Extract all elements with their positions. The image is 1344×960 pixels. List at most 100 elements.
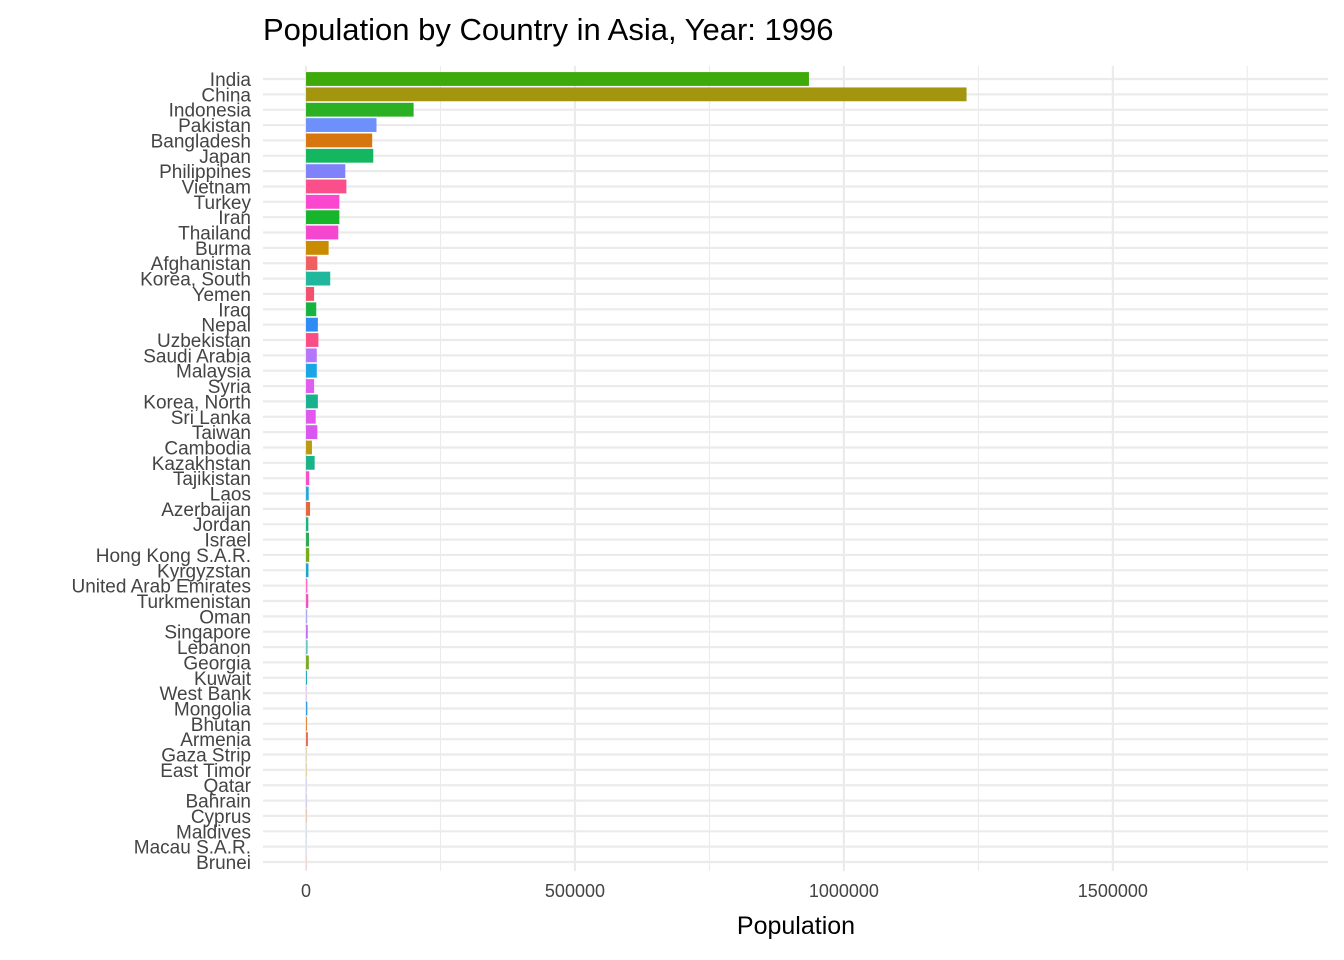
bar [306, 501, 311, 516]
x-tick-labels: 0 500000 1000000 1500000 [301, 881, 1148, 901]
bar [306, 732, 308, 747]
category-label: Sri Lanka [171, 408, 252, 429]
bar [306, 348, 317, 363]
bar [306, 317, 318, 332]
x-tick-label: 1500000 [1078, 881, 1148, 901]
bar [306, 256, 318, 271]
bar [306, 839, 307, 854]
category-label: Cyprus [191, 807, 251, 828]
category-label: Iran [218, 208, 251, 229]
bar [306, 194, 340, 209]
category-label: Malaysia [176, 362, 251, 383]
bar [306, 640, 308, 654]
category-label: Philippines [159, 162, 251, 183]
category-label: Lebanon [177, 638, 251, 659]
category-label: Kazakhstan [152, 454, 251, 475]
category-label: Uzbekistan [157, 331, 251, 352]
bar [306, 686, 307, 701]
bar [306, 747, 307, 762]
bar [306, 133, 373, 148]
category-label: Laos [210, 485, 251, 506]
bar [306, 333, 319, 347]
category-label: Cambodia [164, 438, 251, 459]
category-label: Kyrgyzstan [157, 561, 251, 582]
bar [306, 655, 309, 670]
bar [306, 548, 310, 562]
category-label: Mongolia [174, 699, 252, 720]
category-label: Georgia [183, 653, 251, 674]
category-label: Brunei [196, 853, 251, 874]
category-label: Korea, South [140, 270, 251, 291]
bar [306, 609, 308, 624]
category-label: Syria [208, 377, 252, 398]
bar [306, 118, 377, 132]
bar [306, 409, 316, 424]
grid-lines [263, 66, 1328, 871]
bar [306, 102, 414, 117]
bar [306, 72, 809, 86]
bar [306, 532, 309, 547]
bar [306, 394, 318, 409]
bar [306, 793, 307, 808]
bar [306, 486, 309, 501]
category-label: West Bank [159, 684, 251, 705]
category-label: China [201, 85, 251, 106]
category-label: Azerbaijan [161, 500, 251, 521]
category-label: Iraq [218, 300, 251, 321]
bar [306, 148, 374, 163]
x-tick-label: 0 [301, 881, 311, 901]
category-label: Japan [199, 147, 251, 168]
category-label: Israel [205, 531, 251, 552]
category-label: Indonesia [169, 101, 252, 122]
category-label: Turkey [194, 193, 252, 214]
chart-title: Population by Country in Asia, Year: 199… [263, 12, 833, 47]
category-label: Hong Kong S.A.R. [96, 546, 251, 567]
category-label: Bahrain [186, 792, 252, 813]
bar [306, 762, 307, 777]
category-label: East Timor [160, 761, 251, 782]
bars [306, 72, 967, 869]
category-label: Bangladesh [151, 131, 251, 152]
bar [306, 809, 307, 823]
category-label: Qatar [203, 776, 251, 797]
category-label: Singapore [164, 623, 251, 644]
category-label: Bhutan [191, 715, 251, 736]
bar [306, 287, 315, 301]
category-label: Afghanistan [151, 254, 251, 275]
bar [306, 164, 346, 179]
category-label: Yemen [193, 285, 251, 306]
bar [306, 701, 308, 716]
bar [306, 302, 317, 317]
category-label: Burma [195, 239, 251, 260]
bar [306, 471, 310, 486]
bar [306, 517, 309, 532]
category-label: Armenia [180, 730, 251, 751]
category-label: Pakistan [178, 116, 251, 137]
category-label: Jordan [193, 515, 251, 536]
category-label: Tajikistan [173, 469, 251, 490]
bar [306, 824, 307, 839]
x-tick-label: 500000 [545, 881, 605, 901]
bar [306, 778, 307, 793]
bar [306, 670, 307, 685]
category-label: India [210, 70, 252, 91]
category-label: Gaza Strip [161, 746, 251, 767]
category-label: Turkmenistan [137, 592, 251, 613]
bar [306, 563, 309, 578]
category-labels: IndiaChinaIndonesiaPakistanBangladeshJap… [71, 70, 251, 874]
bar [306, 271, 331, 286]
category-label: Taiwan [192, 423, 251, 444]
bar [306, 578, 308, 593]
category-label: Saudi Arabia [143, 346, 251, 367]
bar [306, 210, 340, 225]
bar [306, 594, 309, 608]
bar [306, 716, 308, 731]
bar [306, 624, 308, 639]
category-label: Maldives [176, 822, 251, 843]
category-label: Vietnam [182, 177, 251, 198]
bar [306, 363, 317, 378]
category-label: Nepal [201, 316, 251, 337]
bar [306, 225, 339, 240]
category-label: Kuwait [194, 669, 252, 690]
